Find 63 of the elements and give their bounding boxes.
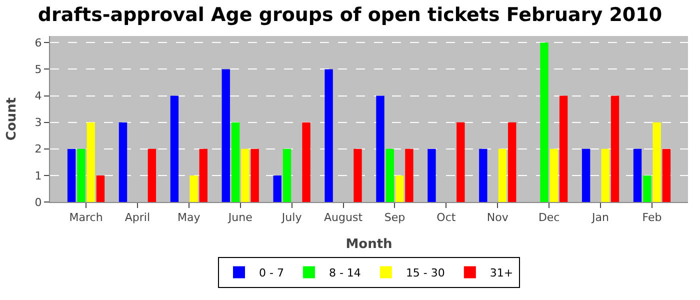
bar <box>199 148 208 202</box>
x-tick-label: Dec <box>538 211 560 224</box>
bar <box>118 122 128 202</box>
bar <box>67 148 76 202</box>
bar <box>302 122 310 202</box>
bar <box>222 69 230 202</box>
bar <box>550 148 558 202</box>
x-tick-label: May <box>178 211 201 224</box>
bar <box>354 148 362 202</box>
legend-label: 0 - 7 <box>259 266 284 280</box>
bar <box>273 175 282 202</box>
y-tick-label: 4 <box>34 90 42 103</box>
bar <box>643 175 652 202</box>
x-tick-label: Feb <box>642 211 662 224</box>
x-tick-label: Oct <box>436 211 456 224</box>
bar <box>610 96 620 202</box>
x-tick-label: August <box>324 211 364 224</box>
bar <box>386 148 394 202</box>
bar <box>241 148 250 202</box>
bar <box>376 96 384 202</box>
legend-label: 31+ <box>490 266 514 280</box>
x-tick-label: Nov <box>486 211 509 224</box>
bar <box>540 42 548 202</box>
legend-label: 15 - 30 <box>406 266 445 280</box>
legend-label: 8 - 14 <box>328 266 361 280</box>
bar <box>282 148 292 202</box>
chart-title: drafts-approval Age groups of open tickets February 2010 <box>38 4 662 26</box>
bar <box>559 96 568 202</box>
x-tick-label: March <box>69 211 103 224</box>
y-tick-label: 1 <box>34 169 42 182</box>
x-axis-title: Month <box>346 236 392 252</box>
bar <box>190 175 198 202</box>
bar <box>601 148 610 202</box>
bar <box>633 148 642 202</box>
bar <box>250 148 259 202</box>
bar <box>456 122 465 202</box>
bar <box>77 148 86 202</box>
x-tick-label: April <box>124 211 150 224</box>
bar <box>170 96 179 202</box>
bar <box>405 148 414 202</box>
y-tick-label: 5 <box>34 63 42 76</box>
bar <box>479 148 488 202</box>
bar <box>662 148 671 202</box>
bar <box>428 148 436 202</box>
bar <box>148 148 156 202</box>
bar <box>395 175 404 202</box>
x-tick-label: July <box>280 211 302 224</box>
bar <box>498 148 507 202</box>
y-axis-title: Count <box>4 97 20 141</box>
y-tick-label: 0 <box>34 196 42 209</box>
bar <box>324 69 333 202</box>
x-tick-label: Sep <box>384 211 406 224</box>
y-tick-label: 2 <box>34 142 42 156</box>
bar <box>508 122 516 202</box>
bar <box>96 175 105 202</box>
y-tick-label: 6 <box>34 36 42 50</box>
bar <box>652 122 661 202</box>
x-tick-label: Jan <box>591 211 610 224</box>
x-tick-label: June <box>227 211 253 224</box>
bar <box>582 148 590 202</box>
y-tick-label: 3 <box>34 116 42 130</box>
bar <box>86 122 95 202</box>
bar <box>231 122 240 202</box>
